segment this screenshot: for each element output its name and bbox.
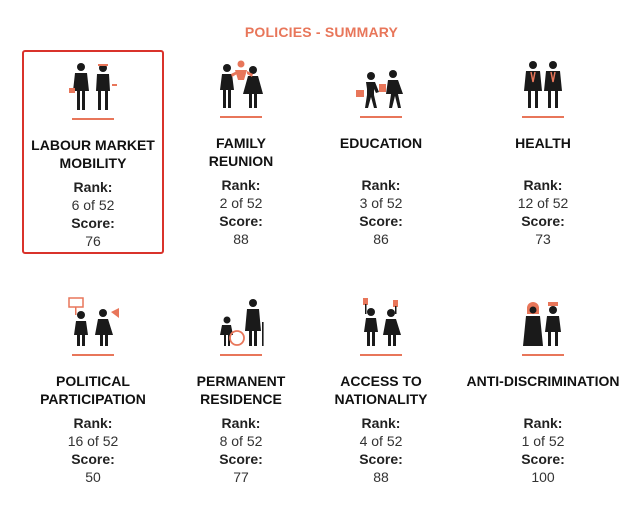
protest-icon: [22, 297, 164, 348]
doctors-icon: [472, 60, 614, 110]
rank-label: Rank:: [221, 177, 261, 193]
rank-value: 12 of 52: [517, 195, 569, 211]
rank-value: 6 of 52: [71, 197, 115, 213]
divider: [360, 116, 402, 118]
policy-name: FAMILY REUNION: [208, 135, 274, 169]
policy-name: PERMANENT RESIDENCE: [196, 373, 286, 407]
score-value: 88: [373, 469, 389, 485]
score-value: 73: [535, 231, 551, 247]
policy-card-education[interactable]: EDUCATION Rank: 3 of 52 Score: 86: [310, 50, 452, 254]
rank-label: Rank:: [523, 415, 563, 431]
divider: [220, 354, 262, 356]
students-icon: [310, 60, 452, 110]
policy-card-permanent-residence[interactable]: PERMANENT RESIDENCE Rank: 8 of 52 Score: …: [170, 288, 312, 492]
score-value: 88: [233, 231, 249, 247]
score-value: 50: [85, 469, 101, 485]
divider: [72, 354, 114, 356]
workers-icon: [24, 62, 162, 112]
policy-name: LABOUR MARKET MOBILITY: [31, 137, 155, 171]
policy-name: POLITICAL PARTICIPATION: [40, 373, 146, 407]
rank-label: Rank:: [523, 177, 563, 193]
score-label: Score:: [219, 213, 263, 229]
policy-name: ANTI-DISCRIMINATION: [466, 373, 620, 389]
page-title: POLICIES - SUMMARY: [244, 24, 399, 40]
policy-card-family-reunion[interactable]: FAMILY REUNION Rank: 2 of 52 Score: 88: [170, 50, 312, 254]
score-label: Score:: [71, 451, 115, 467]
score-value: 77: [233, 469, 249, 485]
score-label: Score:: [359, 213, 403, 229]
rank-value: 2 of 52: [219, 195, 263, 211]
elder-child-icon: [170, 298, 312, 348]
policy-card-labour-market-mobility[interactable]: LABOUR MARKET MOBILITY Rank: 6 of 52 Scor…: [22, 50, 164, 254]
score-label: Score:: [219, 451, 263, 467]
rank-value: 8 of 52: [219, 433, 263, 449]
family-icon: [170, 60, 312, 110]
rank-label: Rank:: [73, 179, 113, 195]
policy-name: HEALTH: [515, 135, 571, 151]
policy-card-access-to-nationality[interactable]: ACCESS TO NATIONALITY Rank: 4 of 52 Score…: [310, 288, 452, 492]
score-value: 76: [85, 233, 101, 249]
rank-value: 1 of 52: [521, 433, 565, 449]
divider: [360, 354, 402, 356]
score-value: 86: [373, 231, 389, 247]
divider: [220, 116, 262, 118]
score-label: Score:: [521, 451, 565, 467]
rank-label: Rank:: [73, 415, 113, 431]
policy-card-political-participation[interactable]: POLITICAL PARTICIPATION Rank: 16 of 52 Sc…: [22, 288, 164, 492]
score-value: 100: [531, 469, 555, 485]
passport-icon: [310, 298, 452, 348]
policy-card-anti-discrimination[interactable]: ANTI-DISCRIMINATION Rank: 1 of 52 Score:…: [467, 288, 619, 492]
diverse-people-icon: [472, 298, 614, 348]
score-label: Score:: [359, 451, 403, 467]
rank-value: 3 of 52: [359, 195, 403, 211]
rank-label: Rank:: [361, 415, 401, 431]
policy-name: ACCESS TO NATIONALITY: [334, 373, 428, 407]
divider: [522, 354, 564, 356]
score-label: Score:: [521, 213, 565, 229]
rank-label: Rank:: [221, 415, 261, 431]
score-label: Score:: [71, 215, 115, 231]
policy-card-health[interactable]: HEALTH Rank: 12 of 52 Score: 73: [472, 50, 614, 254]
divider: [522, 116, 564, 118]
policy-name: EDUCATION: [339, 135, 423, 151]
divider: [72, 118, 114, 120]
rank-value: 4 of 52: [359, 433, 403, 449]
rank-value: 16 of 52: [67, 433, 119, 449]
rank-label: Rank:: [361, 177, 401, 193]
